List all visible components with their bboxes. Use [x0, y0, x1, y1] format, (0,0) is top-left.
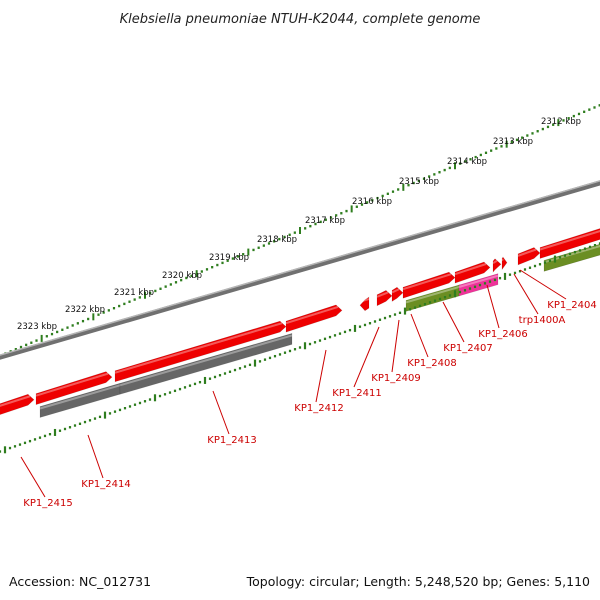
- ruler-label: 2322 kbp: [65, 305, 105, 315]
- label-leader: [315, 349, 327, 403]
- label-leader: [353, 326, 380, 388]
- gene-label: KP1_2411: [332, 388, 381, 399]
- map-title: Klebsiella pneumoniae NTUH-K2044, comple…: [120, 12, 481, 27]
- gene-feature-shine: [35, 372, 109, 397]
- gene-label: KP1_2409: [371, 373, 420, 384]
- ruler-label: 2318 kbp: [257, 235, 297, 245]
- ruler-label: 2320 kbp: [162, 271, 202, 281]
- gene-feature-shine: [39, 384, 121, 410]
- ruler-label: 2315 kbp: [399, 177, 439, 187]
- gene-feature-shine: [501, 258, 504, 262]
- genome-backbone: [0, 180, 600, 360]
- label-leader: [519, 269, 567, 300]
- gene-label: KP1_2408: [407, 358, 456, 369]
- gene-feature: [454, 261, 491, 284]
- label-leader: [513, 273, 539, 315]
- gene-feature-shine: [119, 334, 293, 387]
- ruler-label: 2323 kbp: [17, 322, 57, 332]
- gene-feature-shine: [492, 259, 498, 264]
- gene-feature: [517, 247, 541, 266]
- inner-ruler-dots: [0, 242, 600, 454]
- label-leader: [410, 313, 429, 358]
- gene-label: KP1_2407: [443, 343, 492, 354]
- outer-ruler-dots: [0, 104, 600, 357]
- ruler-label: 2312 kbp: [541, 117, 581, 127]
- gene-label: KP1_2412: [294, 403, 343, 414]
- gene-feature: [391, 286, 404, 302]
- ruler-label: 2321 kbp: [114, 288, 154, 298]
- ruler-label: 2316 kbp: [352, 197, 392, 207]
- gene-label: KP1_2415: [23, 498, 72, 509]
- gene-feature: [501, 256, 508, 271]
- gene-feature-shine: [114, 322, 283, 374]
- gene-feature: [492, 258, 502, 273]
- gene-feature: [359, 296, 370, 312]
- gene-feature: [35, 371, 113, 406]
- gene-label: trp1400A: [519, 315, 566, 326]
- gene-feature: [0, 393, 35, 415]
- gene-feature: [402, 271, 456, 299]
- gene-feature-shine: [359, 298, 370, 303]
- gene-label: KP1_2404: [547, 300, 596, 311]
- gene-feature-shine: [0, 395, 31, 407]
- gene-feature: [285, 304, 343, 333]
- ruler-label: 2317 kbp: [305, 216, 345, 226]
- label-leader: [486, 284, 500, 329]
- label-leader: [212, 390, 230, 435]
- label-leader: [20, 456, 46, 498]
- gene-label-group: KP1_2404 trp1400A KP1_2406 KP1_2407 KP1_2408…: [23, 300, 596, 509]
- gene-label: KP1_2406: [478, 329, 527, 340]
- label-leader: [391, 319, 400, 373]
- gene-feature: [119, 333, 293, 395]
- gene-feature-shine: [402, 273, 452, 291]
- gene-feature-shine: [285, 305, 339, 325]
- ruler-label: 2314 kbp: [447, 157, 487, 167]
- gene-feature-shine: [376, 291, 389, 298]
- gene-feature-shine: [405, 285, 461, 304]
- gene-feature-shine: [454, 263, 487, 276]
- gene-label: KP1_2413: [207, 435, 256, 446]
- genome-backbone-highlight: [0, 180, 600, 356]
- genome-summary-text: Topology: circular; Length: 5,248,520 bp…: [246, 574, 590, 589]
- accession-text: Accession: NC_012731: [9, 574, 151, 589]
- gene-feature: [543, 243, 600, 272]
- ruler-labels: 2312 kbp 2313 kbp 2314 kbp 2315 kbp 2316 kbp…: [17, 117, 581, 332]
- label-leader-lines: [20, 269, 567, 498]
- label-leader: [87, 434, 104, 479]
- gene-feature-shine: [517, 248, 537, 257]
- gene-feature-shine: [391, 288, 400, 294]
- ruler-label: 2319 kbp: [209, 253, 249, 263]
- gene-feature: [539, 228, 600, 259]
- gene-feature-shine: [458, 274, 499, 288]
- ruler-label: 2313 kbp: [493, 137, 533, 147]
- gene-track: [0, 228, 600, 418]
- gene-feature: [114, 320, 287, 383]
- gene-feature-shine: [539, 229, 600, 251]
- gene-label: KP1_2414: [81, 479, 130, 490]
- label-leader: [442, 301, 465, 343]
- gene-feature: [376, 290, 393, 307]
